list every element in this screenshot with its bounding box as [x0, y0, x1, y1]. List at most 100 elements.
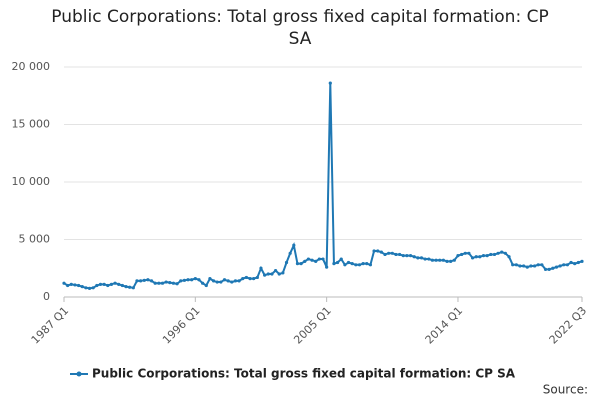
point [470, 256, 475, 260]
point [292, 243, 296, 247]
point [146, 278, 150, 282]
point [201, 281, 205, 285]
point [525, 265, 529, 269]
point [569, 260, 573, 265]
point [332, 262, 336, 266]
point [233, 279, 238, 283]
point [511, 263, 515, 267]
y-tick-label: 20 000 [12, 60, 51, 73]
point [321, 257, 325, 261]
point [117, 282, 121, 286]
point [558, 264, 562, 268]
point [131, 286, 135, 290]
point [237, 279, 241, 283]
point [190, 278, 194, 282]
point [412, 255, 416, 259]
point [416, 256, 420, 260]
point [434, 258, 438, 262]
point [306, 257, 311, 261]
point [179, 279, 183, 283]
point [467, 251, 471, 255]
legend-marker [76, 371, 82, 377]
point [460, 252, 464, 257]
point [514, 263, 518, 267]
point [91, 286, 95, 290]
point [478, 255, 482, 259]
point [95, 283, 99, 288]
point [128, 285, 132, 289]
point [573, 262, 577, 266]
point [518, 264, 522, 268]
point [485, 254, 489, 258]
point [372, 249, 376, 253]
point [394, 252, 398, 257]
point [157, 281, 161, 285]
point [193, 277, 197, 281]
point [562, 263, 566, 267]
point [182, 278, 186, 282]
point [124, 285, 128, 289]
point [379, 250, 383, 254]
point [496, 251, 500, 255]
point [343, 263, 347, 267]
point [142, 278, 146, 282]
point [277, 272, 281, 276]
point [135, 279, 139, 283]
point [175, 282, 179, 286]
point [230, 280, 234, 284]
point [149, 279, 154, 283]
point [357, 263, 362, 267]
x-tick-label: 2022 Q3 [547, 304, 590, 347]
point [153, 281, 157, 285]
chart-title: Public Corporations: Total gross fixed c… [51, 7, 549, 49]
point [408, 254, 413, 258]
point [361, 262, 365, 266]
point [500, 250, 504, 254]
point [350, 262, 354, 266]
point [346, 260, 351, 265]
point [211, 279, 216, 283]
point [456, 254, 460, 258]
point [168, 281, 172, 285]
point [164, 280, 168, 284]
legend-label: Public Corporations: Total gross fixed c… [92, 367, 516, 381]
point [244, 275, 248, 280]
point [390, 251, 394, 255]
point [219, 280, 223, 284]
x-tick-label: 1996 Q1 [160, 304, 203, 347]
point [376, 249, 380, 253]
point [186, 278, 190, 282]
point [419, 256, 424, 260]
point [160, 281, 165, 285]
point [73, 283, 77, 287]
point [120, 283, 124, 288]
point [204, 283, 208, 288]
point [62, 281, 66, 285]
point [215, 280, 219, 284]
point [536, 263, 540, 267]
point [98, 282, 103, 286]
point [398, 252, 402, 257]
point [449, 259, 453, 263]
point [543, 267, 548, 271]
point [84, 286, 88, 290]
point [303, 259, 307, 263]
point [109, 282, 114, 286]
point [325, 265, 329, 269]
point [547, 267, 551, 271]
point [222, 278, 227, 282]
point [540, 263, 544, 267]
point [489, 252, 493, 257]
point [259, 266, 263, 270]
point [383, 252, 387, 257]
point [580, 259, 584, 263]
point [226, 279, 230, 283]
point [255, 275, 259, 280]
point [295, 262, 300, 266]
point [310, 258, 314, 262]
point [139, 279, 143, 283]
point [445, 259, 449, 263]
point [328, 81, 332, 85]
point [423, 257, 427, 261]
